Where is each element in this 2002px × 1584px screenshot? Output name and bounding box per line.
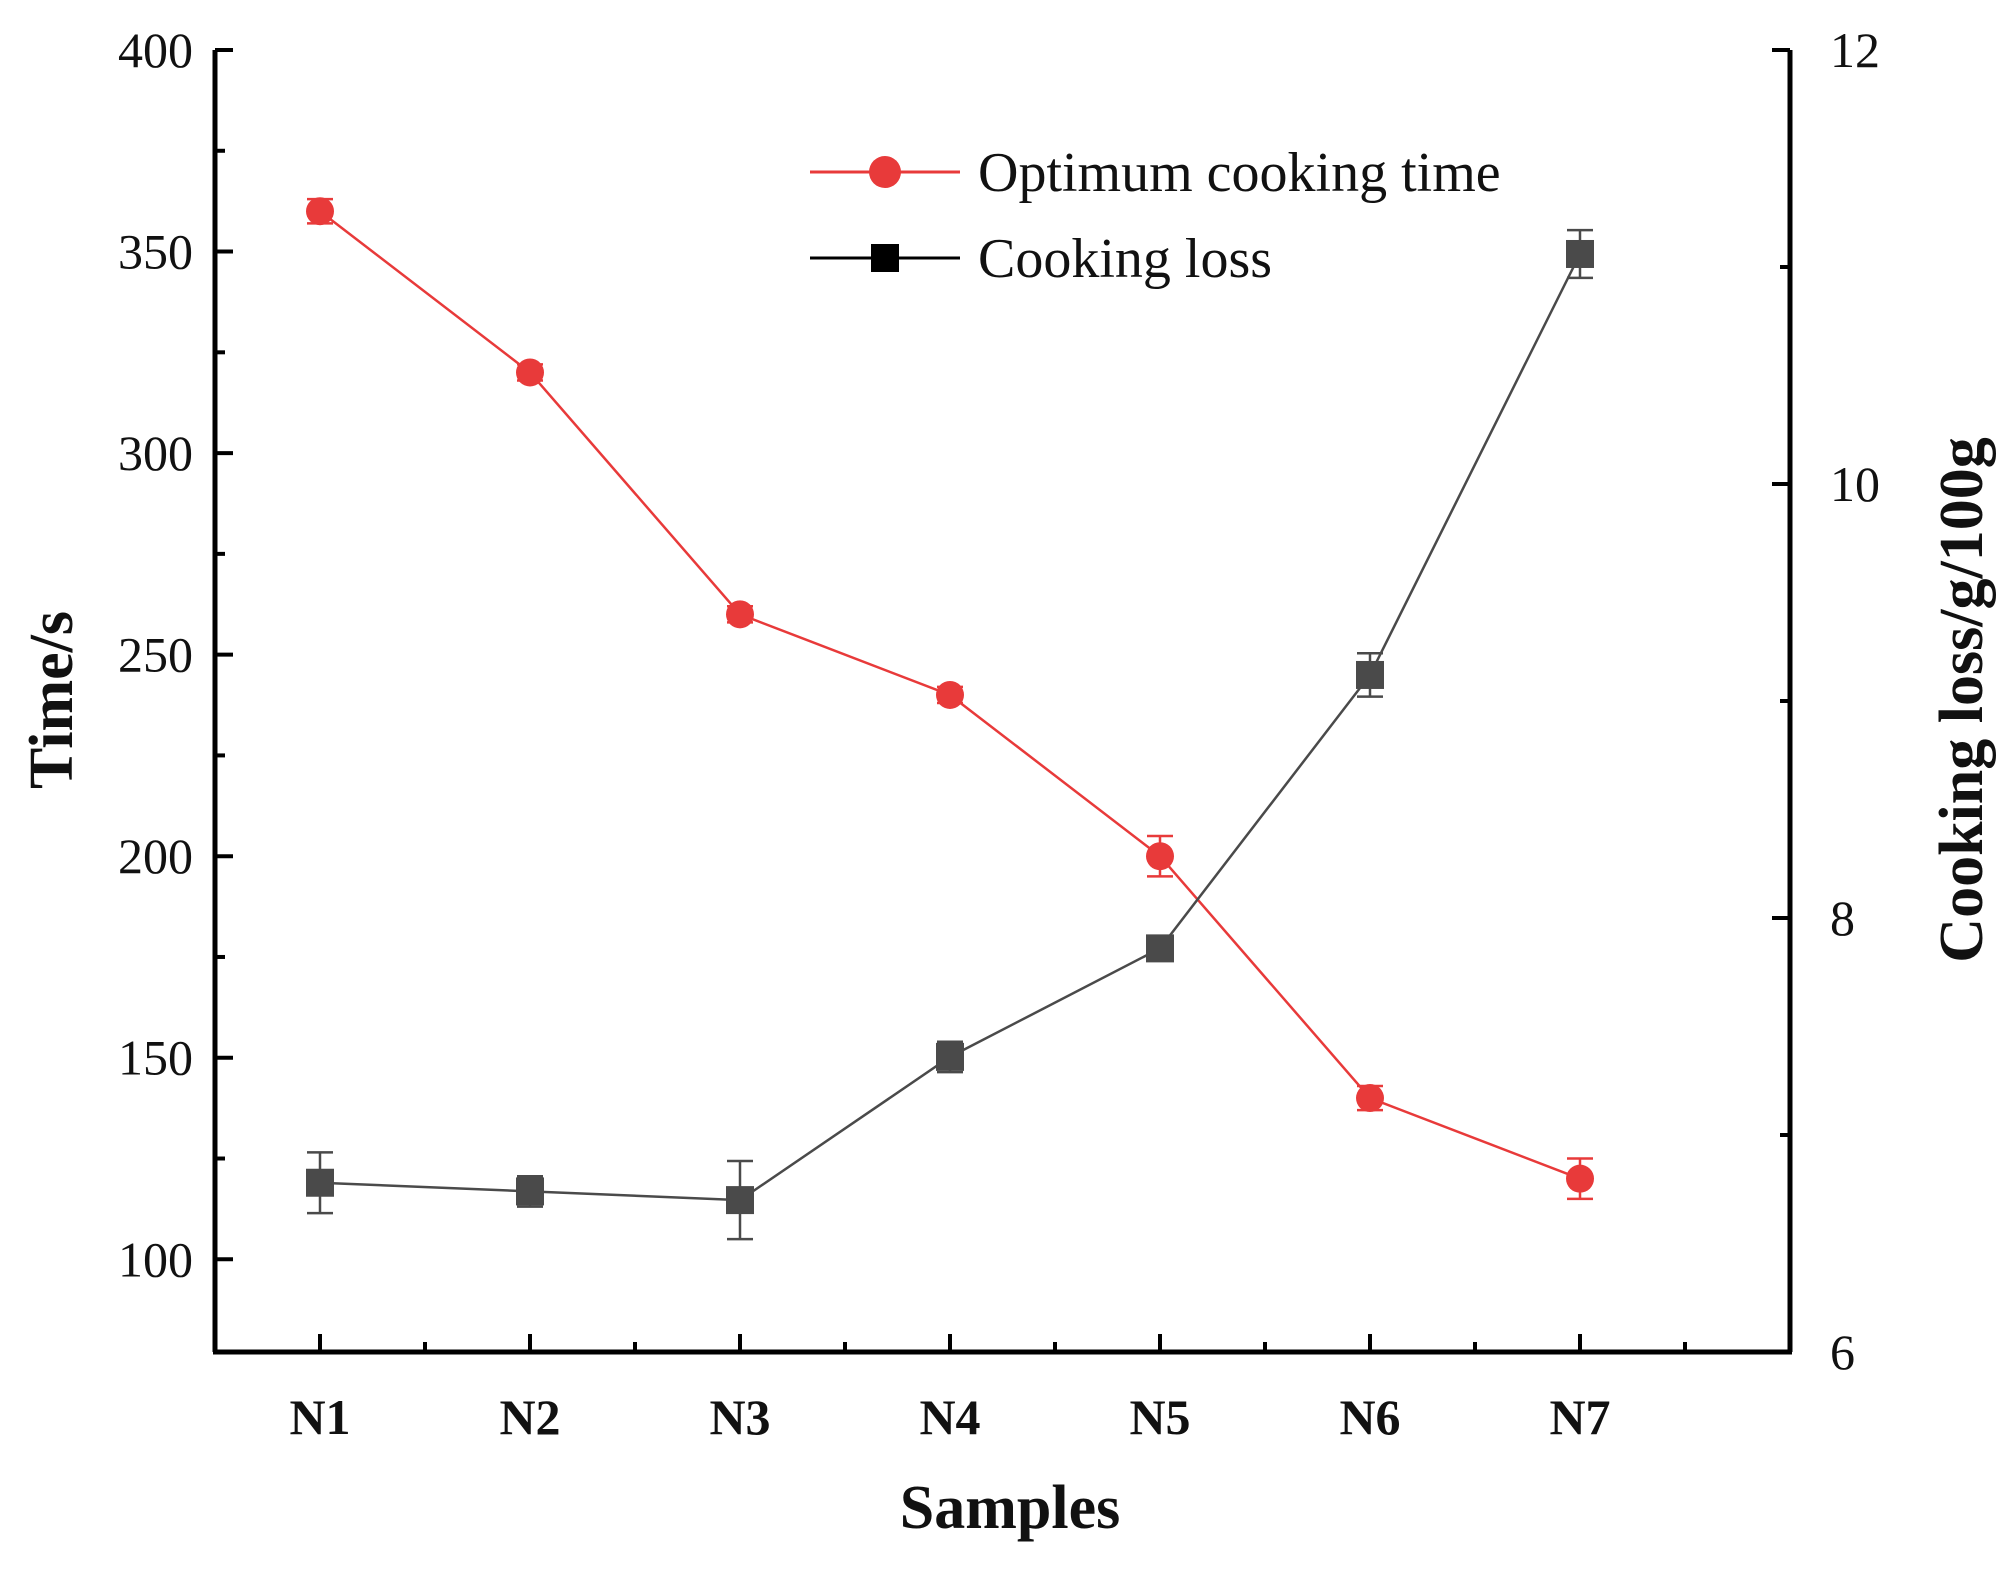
x-tick-label: N1 bbox=[289, 1389, 350, 1445]
data-point bbox=[1146, 842, 1174, 871]
y-tick-label: 200 bbox=[118, 828, 193, 884]
data-point bbox=[726, 600, 754, 629]
labels-layer: Samples Time/s Cooking loss/g/100g bbox=[18, 437, 1996, 1542]
y-tick-label: 300 bbox=[118, 425, 193, 481]
y-tick-label: 100 bbox=[118, 1231, 193, 1287]
data-point bbox=[1356, 1084, 1384, 1113]
data-point bbox=[306, 1168, 334, 1197]
y2-tick-label: 10 bbox=[1830, 456, 1880, 512]
legend-label: Cooking loss bbox=[978, 228, 1272, 290]
y-axis-title: Time/s bbox=[18, 611, 86, 789]
data-point bbox=[726, 1186, 754, 1215]
data-point bbox=[516, 1177, 544, 1206]
legend-label: Optimum cooking time bbox=[978, 142, 1501, 204]
y2-tick-label: 8 bbox=[1830, 890, 1855, 946]
x-axis-title: Samples bbox=[900, 1474, 1120, 1542]
legend-marker bbox=[869, 156, 901, 188]
x-tick-label: N2 bbox=[499, 1389, 560, 1445]
x-tick-label: N6 bbox=[1339, 1389, 1400, 1445]
y2-axis-title: Cooking loss/g/100g bbox=[1928, 437, 1996, 962]
x-tick-label: N7 bbox=[1549, 1389, 1610, 1445]
x-tick-label: N5 bbox=[1129, 1389, 1190, 1445]
data-point bbox=[1566, 239, 1594, 268]
y-tick-label: 250 bbox=[118, 627, 193, 683]
data-point bbox=[306, 197, 334, 226]
data-point bbox=[1356, 660, 1384, 689]
data-point bbox=[936, 1042, 964, 1071]
legend: Optimum cooking time Cooking loss bbox=[810, 142, 1501, 290]
data-point bbox=[1146, 934, 1174, 963]
data-point bbox=[1566, 1164, 1594, 1193]
y2-tick-label: 6 bbox=[1830, 1324, 1855, 1380]
y-tick-label: 400 bbox=[118, 22, 193, 78]
y-tick-label: 350 bbox=[118, 224, 193, 280]
y-tick-label: 150 bbox=[118, 1030, 193, 1086]
data-point bbox=[936, 680, 964, 709]
x-tick-label: N4 bbox=[919, 1389, 980, 1445]
y2-tick-label: 12 bbox=[1830, 22, 1880, 78]
legend-marker bbox=[871, 244, 899, 272]
x-tick-label: N3 bbox=[709, 1389, 770, 1445]
axes: 100 150 200 250 300 350 400 6 8 10 12 N1 N2 N3 N4 N5 N6 N… bbox=[118, 22, 1880, 1445]
series-layer bbox=[306, 197, 1594, 1241]
data-point bbox=[516, 358, 544, 387]
